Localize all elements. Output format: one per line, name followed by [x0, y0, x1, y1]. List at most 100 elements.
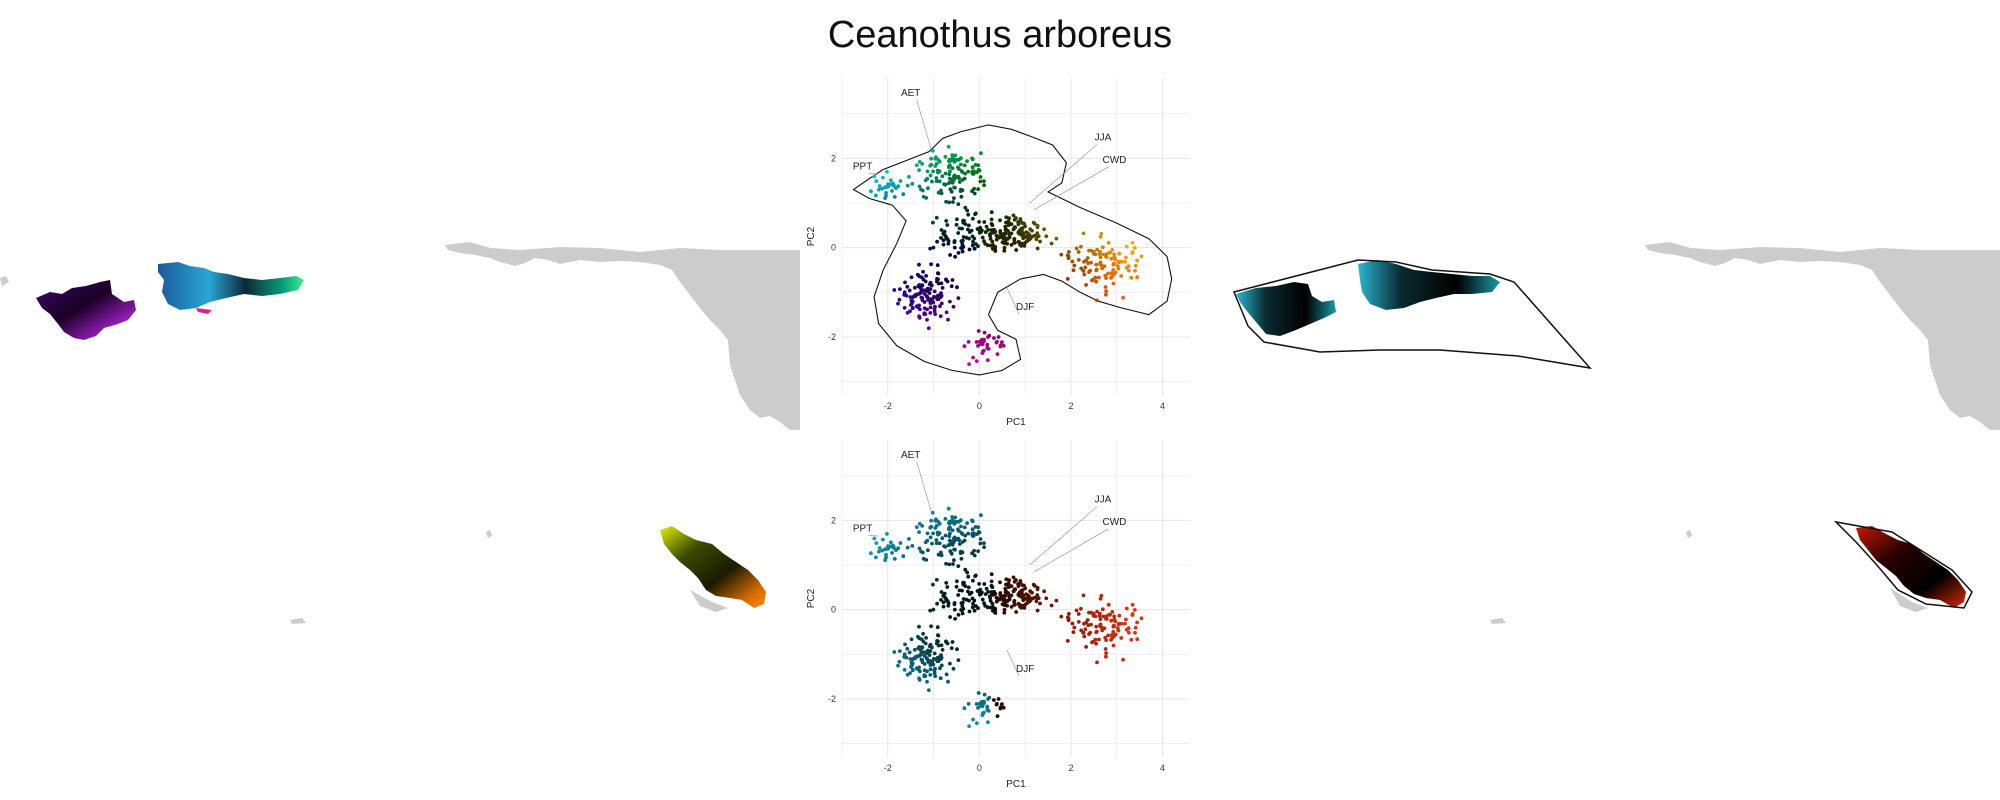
point [907, 175, 911, 179]
point [1111, 643, 1116, 648]
point [928, 608, 933, 613]
point [1002, 248, 1007, 253]
point [950, 515, 955, 519]
point [986, 228, 990, 232]
point [917, 316, 922, 320]
point [995, 596, 1000, 601]
point [970, 189, 974, 194]
point [955, 285, 959, 290]
point [950, 166, 955, 171]
point [1030, 590, 1034, 595]
point [1084, 283, 1088, 287]
point [1054, 236, 1059, 241]
point [1083, 627, 1088, 632]
point [1093, 275, 1098, 280]
loading-vector [1034, 528, 1109, 573]
point [1003, 586, 1008, 591]
point [947, 562, 952, 567]
point [928, 173, 933, 178]
point [952, 185, 956, 190]
point [934, 538, 939, 542]
point [1000, 702, 1004, 706]
point [929, 518, 934, 523]
point [966, 531, 971, 536]
point [933, 518, 938, 523]
point [993, 591, 998, 596]
point [925, 169, 930, 174]
point [925, 289, 930, 294]
point [1076, 620, 1081, 624]
coastline-land [1645, 242, 2000, 430]
point [883, 196, 887, 200]
point [952, 547, 956, 552]
point [1104, 276, 1108, 280]
point [952, 536, 956, 541]
point [984, 224, 989, 229]
point [980, 342, 985, 347]
island-small [0, 276, 9, 286]
point [1018, 219, 1023, 223]
point [1013, 240, 1017, 245]
point [988, 234, 992, 238]
point [965, 521, 969, 525]
point [930, 179, 934, 184]
x-axis-label: PC1 [1006, 779, 1026, 790]
point [937, 169, 942, 174]
point [976, 244, 980, 249]
island-west-range [1236, 282, 1336, 336]
point [1133, 263, 1138, 268]
point [989, 217, 994, 222]
point [956, 251, 961, 255]
point [972, 608, 977, 613]
point [963, 205, 968, 210]
point [977, 220, 981, 224]
point [959, 518, 963, 523]
point [948, 615, 952, 619]
point [939, 598, 943, 602]
point [922, 306, 927, 311]
point [935, 263, 940, 268]
pca-top: -2 0 2 4 -2 0 2 PC1 PC2 AET PPT JJA CWD DJF [800, 70, 1200, 432]
point [1025, 601, 1029, 606]
point [965, 208, 970, 213]
point [947, 172, 952, 177]
point [989, 572, 994, 577]
point [1124, 255, 1128, 260]
point [948, 253, 952, 257]
point [1091, 611, 1096, 616]
point [1117, 251, 1122, 256]
vector-label-djf: DJF [1016, 302, 1034, 313]
point [917, 262, 921, 267]
point [994, 237, 999, 242]
point [1124, 265, 1129, 270]
point [939, 550, 943, 555]
point [956, 202, 961, 207]
point [925, 651, 930, 656]
point [926, 326, 931, 331]
point [1135, 275, 1140, 280]
y-tick-label: 2 [831, 153, 836, 163]
point [1124, 617, 1128, 622]
point [925, 538, 930, 543]
point [967, 592, 972, 596]
point [1133, 625, 1138, 630]
vector-label-djf: DJF [1016, 664, 1034, 675]
point [1003, 593, 1008, 598]
point [934, 215, 939, 220]
point [949, 284, 954, 289]
point [967, 598, 971, 603]
point [1006, 591, 1010, 595]
point [949, 551, 954, 556]
point [1094, 624, 1099, 629]
point [928, 163, 933, 168]
point [976, 187, 980, 191]
point [1093, 637, 1098, 642]
point [976, 691, 981, 695]
point [946, 603, 951, 608]
point [953, 254, 957, 259]
point [1014, 216, 1018, 221]
point [990, 601, 995, 606]
point [1042, 589, 1046, 594]
point [926, 186, 930, 191]
point [1104, 638, 1108, 642]
